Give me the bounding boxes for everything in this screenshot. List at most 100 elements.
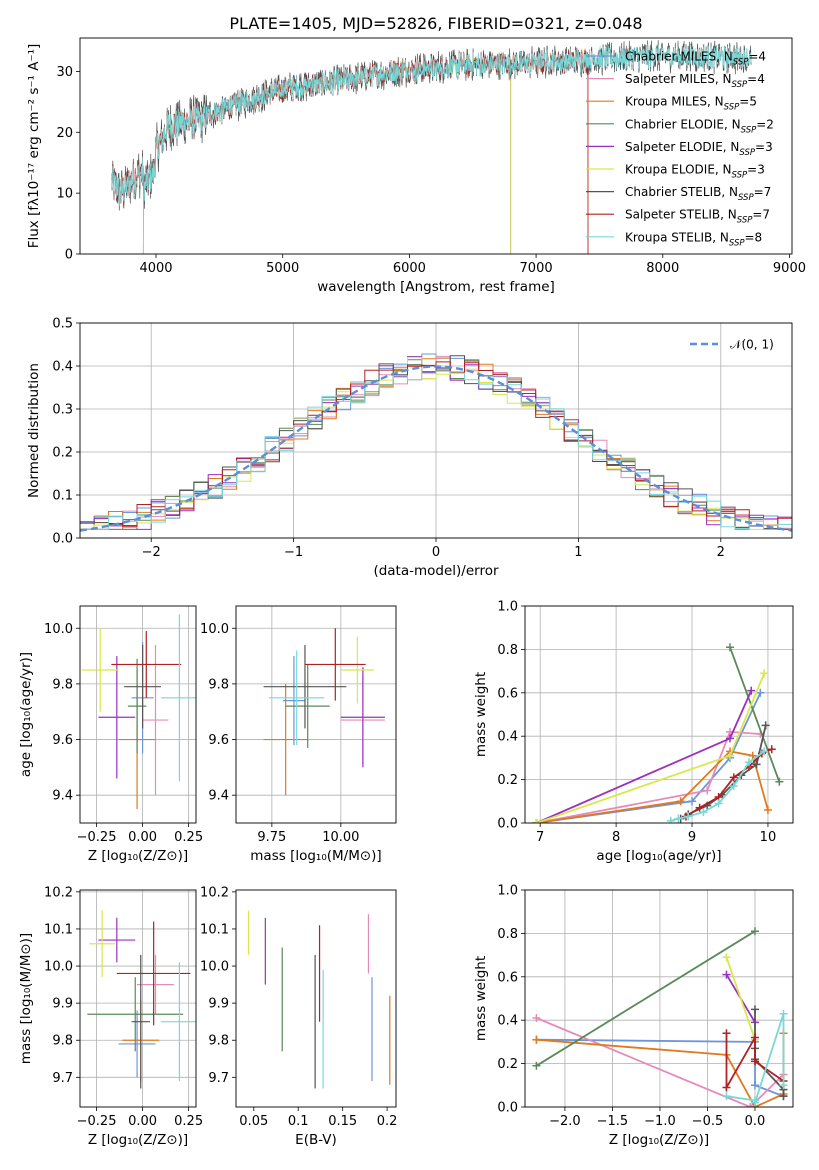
x-tick-label: 0.0 [745,1114,766,1129]
x-tick-label: −0.25 [77,830,117,845]
x-tick-label: 0.2 [377,1114,398,1129]
x-axis-label: (data-model)/error [373,563,499,579]
x-tick-label: −2.0 [549,1114,581,1129]
panel-spectrum: 4000 5000 6000 7000 8000 9000 0 10 20 30 wavelengt… [26,37,806,295]
legend-label-suffix: =5 [739,95,757,109]
legend-label: Chabrier MILES, NSSP=4 [625,50,766,68]
y-axis-label: age [log₁₀(age/yr)] [18,652,34,777]
x-tick-label: −1 [284,545,303,560]
y-tick-label: 1.0 [497,600,518,615]
plot-frame [79,37,793,255]
x-tick-label: 0 [432,545,440,560]
x-axis-label: mass [log₁₀(M/M⊙)] [250,848,381,864]
legend-label: Kroupa ELODIE, NSSP=3 [625,163,765,181]
legend-label: Chabrier ELODIE, NSSP=2 [625,117,774,135]
x-tick-label: 8000 [646,261,679,276]
y-tick-label: 9.4 [208,789,229,804]
legend-label-sub: SSP [733,58,749,68]
y-tick-label: 9.7 [52,1071,73,1086]
plot-area-mass_vs_ebv [247,910,391,1089]
panel-residuals: −2 −1 0 1 2 0.0 0.1 0.2 0.3 0.4 0.5 (data-model)/er… [26,317,793,579]
legend-label-sub: SSP [739,148,755,158]
weight-marker [779,1092,788,1101]
legend-label-text: Chabrier MILES, N [625,50,733,64]
weight-marker [746,1103,755,1107]
legend-label-text: Kroupa STELIB, N [625,230,729,244]
legend-label-suffix: =7 [754,185,772,199]
weight-marker [760,669,769,678]
x-tick-label: −1.5 [597,1114,629,1129]
legend-label-text: Kroupa ELODIE, N [625,163,732,177]
weight-marker [532,1061,541,1070]
legend-label: 𝒩(0, 1) [730,338,774,352]
legend-label: Chabrier STELIB, NSSP=7 [625,185,771,203]
y-axis-label: Normed distribution [26,363,42,498]
weight-marker [748,751,757,760]
legend-label: Salpeter STELIB, NSSP=7 [625,208,770,226]
histogram-step [80,356,792,530]
weight-marker [750,927,759,936]
y-tick-label: 9.7 [208,1071,229,1086]
weight-marker [729,773,738,782]
y-tick-label: 0.4 [52,360,73,375]
legend-label-sub: SSP [724,103,740,113]
legend-label-suffix: =8 [745,230,763,244]
histogram-step [80,370,792,530]
legend-label-suffix: =2 [756,117,774,131]
x-tick-label: 0.25 [174,1114,203,1129]
y-tick-label: 9.9 [208,997,229,1012]
y-tick-label: 9.6 [52,733,73,748]
figure-title: PLATE=1405, MJD=52826, FIBERID=0321, z=0… [229,14,642,33]
x-tick-label: −0.25 [77,1114,117,1129]
x-tick-label: 7 [536,830,544,845]
panel-age_vs_z: −0.25 0.00 0.25 9.4 9.6 9.8 10.0 Z [log₁₀(Z/Z⊙)… [18,605,203,864]
weight-marker [750,1081,759,1090]
weight-marker [532,1014,541,1023]
y-tick-label: 0.6 [497,970,518,985]
x-axis-label: wavelength [Angstrom, rest frame] [317,279,555,295]
plot-area-spectrum [111,40,752,254]
x-tick-label: 2 [717,545,725,560]
x-tick-label: 9 [688,830,696,845]
y-tick-label: 0.4 [497,730,518,745]
legend-label: Kroupa MILES, NSSP=5 [625,95,757,113]
y-tick-label: 10.0 [44,960,73,975]
y-tick-label: 10.1 [200,922,229,937]
legend-label-sub: SSP [741,125,757,135]
weight-marker [674,814,683,823]
legend-label-sub: SSP [738,193,754,203]
y-axis-label: mass weight [473,672,489,757]
histogram-step [80,355,792,530]
y-tick-label: 9.6 [208,733,229,748]
y-tick-label: 10.0 [44,622,73,637]
x-tick-label: 8 [612,830,620,845]
x-axis-label: E(B-V) [295,1132,337,1148]
x-axis-label: Z [log₁₀(Z/Z⊙)] [88,1132,188,1148]
x-axis-label: Z [log₁₀(Z/Z⊙)] [88,848,188,864]
panel-age_vs_mass: 9.75 10.00 9.4 9.6 9.8 10.0 mass [log₁₀(M/M⊙)] [200,605,397,864]
x-tick-label: 10.00 [322,830,359,845]
plot-area-age_vs_mass [263,628,385,796]
legend-label-text: Chabrier STELIB, N [625,185,738,199]
weight-line [536,730,761,823]
weight-marker [750,1033,759,1042]
y-tick-label: 10.2 [200,885,229,900]
y-tick-label: 30 [56,65,73,80]
weight-marker [767,745,776,754]
weight-marker [750,1098,759,1107]
weight-line [729,646,781,783]
plot-frame [79,605,197,824]
y-tick-label: 10.0 [200,622,229,637]
weight-marker [699,808,708,817]
y-tick-label: 9.9 [52,997,73,1012]
weight-marker [729,782,738,791]
y-axis-label: mass [log₁₀(M/M⊙)] [18,933,34,1064]
y-tick-label: 0.5 [52,317,73,332]
grid-mass_vs_z [80,890,196,1107]
panel-weight_vs_age: 7 8 9 10 0.0 0.2 0.4 0.6 0.8 1.0 age [log₁₀(age/yr… [473,600,794,864]
x-tick-label: −0.5 [692,1114,724,1129]
legend-label-suffix: =3 [747,163,765,177]
y-axis-label: mass weight [473,956,489,1041]
x-tick-label: −1.0 [644,1114,676,1129]
legend-label-text: Chabrier ELODIE, N [625,117,741,131]
